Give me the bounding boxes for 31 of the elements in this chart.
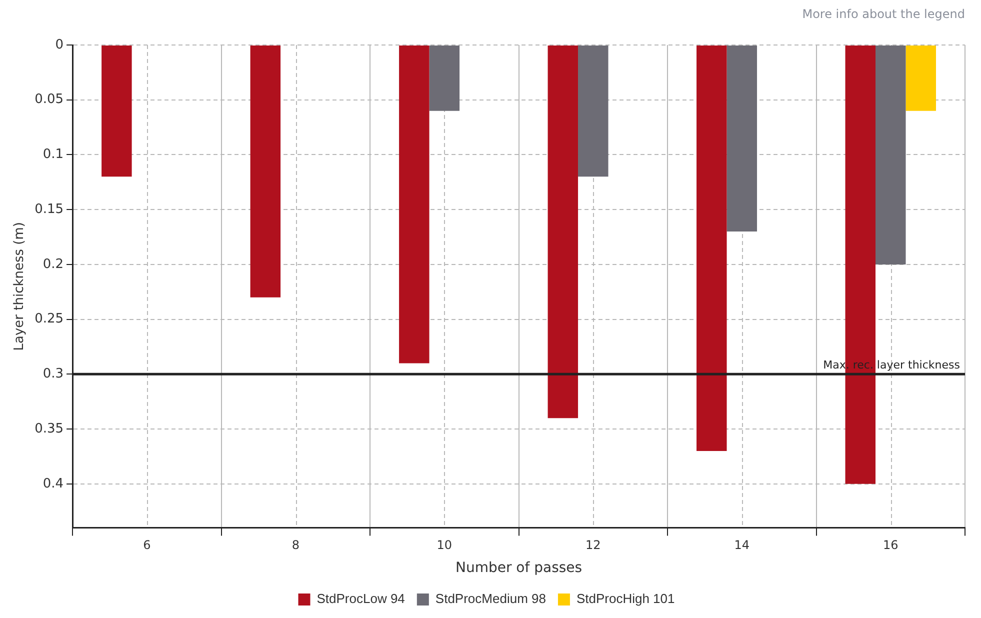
bar	[250, 46, 281, 298]
legend-label: StdProcMedium 98	[435, 591, 546, 606]
bar	[906, 46, 936, 111]
y-tick-label: 0.4	[42, 476, 64, 492]
bar	[102, 46, 132, 177]
x-tick-label: 8	[292, 538, 300, 552]
y-tick-label: 0	[55, 37, 64, 52]
y-tick-label: 0.3	[42, 366, 64, 382]
bar	[578, 46, 608, 177]
y-tick-label: 0.1	[42, 147, 64, 162]
y-tick-label: 0.05	[34, 92, 64, 108]
bar	[548, 46, 578, 418]
bar	[429, 46, 460, 111]
x-tick-label: 10	[436, 538, 452, 552]
y-tick-label: 0.2	[42, 256, 64, 272]
legend-label: StdProcLow 94	[316, 591, 405, 606]
bar	[696, 46, 727, 451]
y-axis-title: Layer thickness (m)	[12, 222, 28, 351]
bar	[876, 46, 906, 264]
x-tick-label: 12	[586, 538, 601, 552]
x-tick-label: 16	[882, 538, 898, 552]
bar	[399, 46, 430, 364]
y-tick-label: 0.15	[34, 202, 64, 217]
x-axis-title: Number of passes	[455, 560, 582, 576]
legend-label: StdProcHigh 101	[576, 591, 675, 606]
y-tick-label: 0.25	[34, 312, 64, 327]
text: More info about the legend	[802, 7, 965, 21]
bar	[726, 46, 758, 232]
x-tick-label: 6	[143, 538, 151, 552]
x-tick-label: 14	[734, 538, 750, 552]
y-tick-label: 0.35	[34, 421, 64, 436]
